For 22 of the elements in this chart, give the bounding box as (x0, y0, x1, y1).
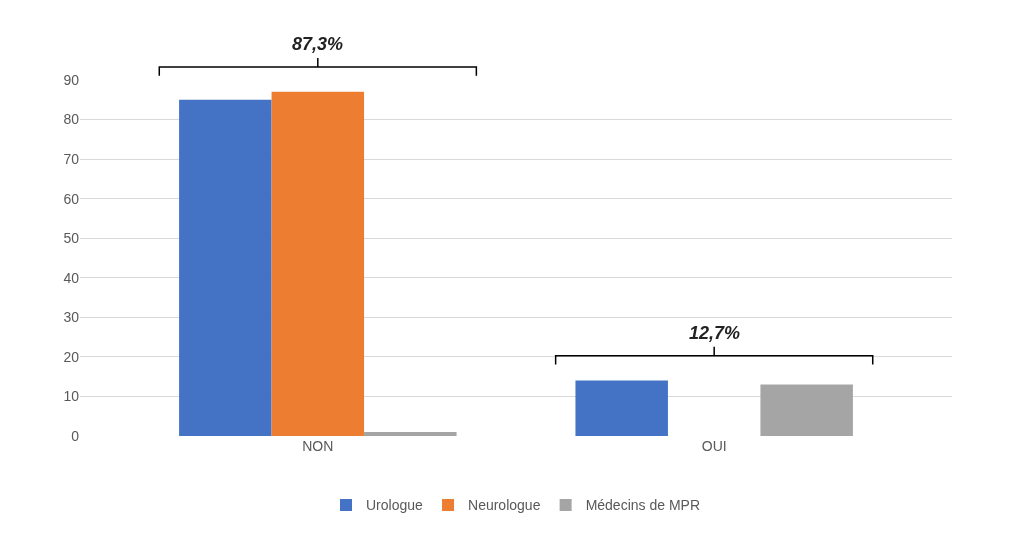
legend-label: Urologue (366, 497, 424, 514)
bar (271, 91, 365, 436)
bar (179, 99, 272, 436)
x-tick-label: OUI (701, 438, 727, 454)
y-tick-label: 20 (63, 348, 80, 365)
y-tick-label: 60 (63, 190, 80, 207)
text: 87,3% (292, 34, 344, 54)
y-tick-label: 50 (63, 230, 80, 247)
y-tick-label: 30 (63, 309, 80, 326)
y-tick-label: 40 (63, 269, 80, 286)
legend-label: Médecins de MPR (585, 497, 701, 514)
bar (364, 432, 457, 436)
legend-label: Neurologue (468, 497, 541, 514)
bar (760, 384, 853, 436)
y-tick-label: 10 (63, 388, 80, 405)
y-tick-label: 90 (63, 71, 80, 88)
bar (575, 380, 668, 436)
x-tick-label: NON (302, 438, 334, 454)
annotation: 12,7% (689, 323, 741, 343)
y-tick-label: 70 (63, 151, 80, 168)
y-tick-label: 80 (63, 111, 80, 128)
y-tick-label: 0 (71, 427, 80, 444)
